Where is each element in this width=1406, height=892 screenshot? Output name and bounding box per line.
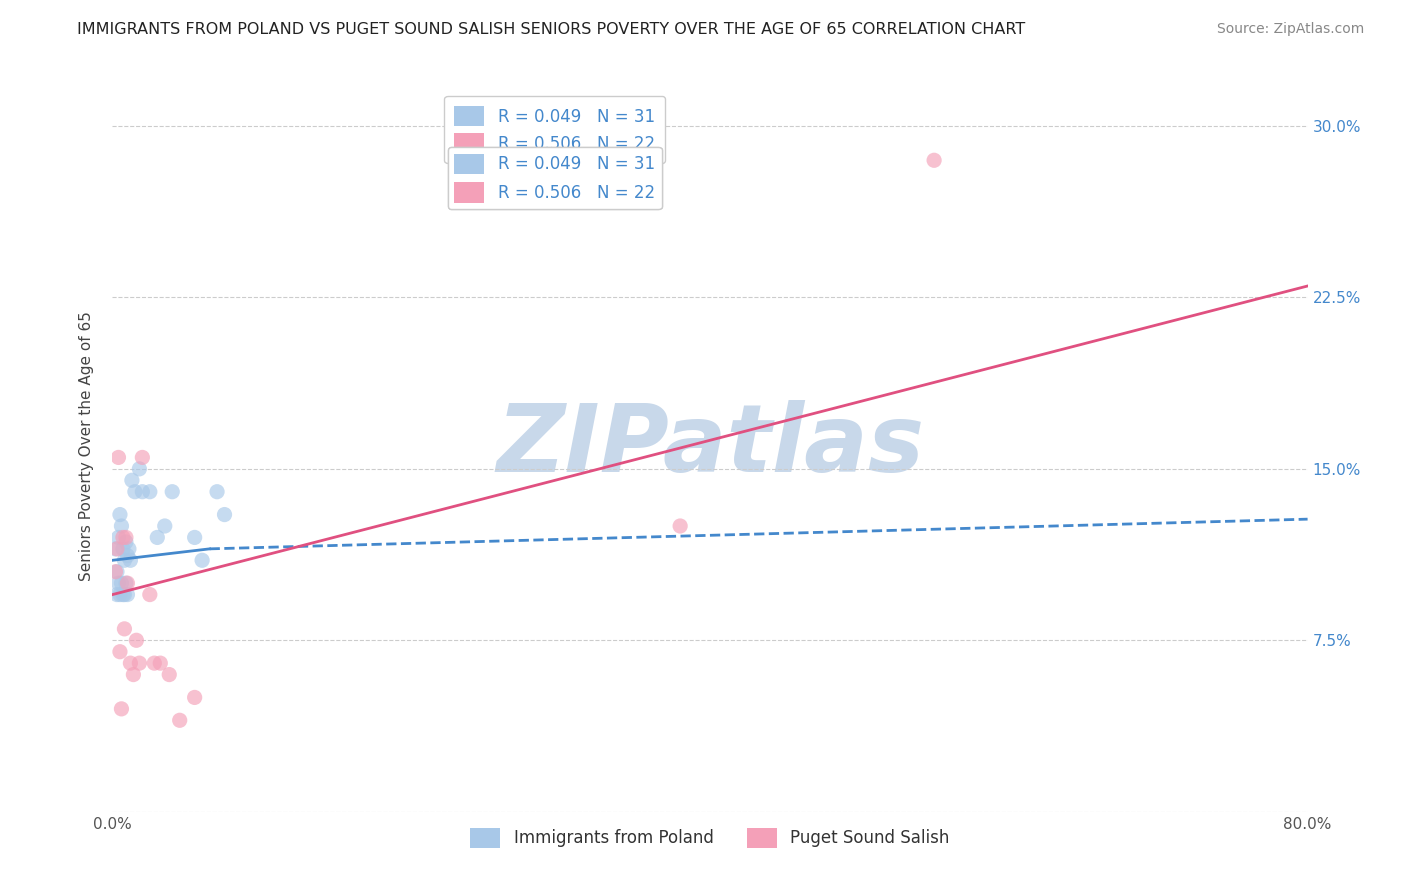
Point	[131, 484, 153, 499]
Point	[153, 519, 176, 533]
Point	[214, 508, 236, 522]
Point	[117, 549, 139, 563]
Point	[169, 714, 191, 728]
Point	[117, 588, 139, 602]
Point	[669, 519, 692, 533]
Point	[111, 541, 134, 556]
Point	[124, 484, 146, 499]
Point	[183, 690, 205, 705]
Point	[131, 450, 153, 465]
Point	[191, 553, 214, 567]
Point	[111, 530, 134, 544]
Point	[108, 508, 131, 522]
Point	[139, 484, 162, 499]
Point	[122, 667, 145, 681]
Legend: Immigrants from Poland, Puget Sound Salish: Immigrants from Poland, Puget Sound Sali…	[464, 821, 956, 855]
Point	[114, 553, 135, 567]
Point	[111, 588, 134, 602]
Point	[110, 702, 132, 716]
Point	[115, 535, 138, 549]
Point	[205, 484, 228, 499]
Point	[114, 588, 135, 602]
Point	[139, 588, 162, 602]
Point	[110, 576, 132, 591]
Point	[105, 541, 128, 556]
Point	[183, 530, 205, 544]
Point	[115, 530, 138, 544]
Point	[110, 519, 132, 533]
Point	[162, 484, 183, 499]
Point	[128, 462, 150, 476]
Point	[108, 588, 131, 602]
Text: Source: ZipAtlas.com: Source: ZipAtlas.com	[1216, 22, 1364, 37]
Point	[105, 588, 128, 602]
Point	[115, 576, 138, 591]
Point	[922, 153, 945, 168]
Y-axis label: Seniors Poverty Over the Age of 65: Seniors Poverty Over the Age of 65	[79, 311, 94, 581]
Point	[121, 473, 143, 487]
Text: IMMIGRANTS FROM POLAND VS PUGET SOUND SALISH SENIORS POVERTY OVER THE AGE OF 65 : IMMIGRANTS FROM POLAND VS PUGET SOUND SA…	[77, 22, 1025, 37]
Point	[120, 553, 142, 567]
Point	[157, 667, 180, 681]
Point	[125, 633, 148, 648]
Point	[149, 656, 172, 670]
Point	[104, 541, 127, 556]
Point	[108, 645, 131, 659]
Point	[146, 530, 169, 544]
Point	[107, 530, 129, 544]
Point	[143, 656, 166, 670]
Point	[104, 565, 127, 579]
Text: ZIPatlas: ZIPatlas	[496, 400, 924, 492]
Point	[105, 565, 128, 579]
Point	[118, 541, 141, 556]
Point	[107, 450, 129, 465]
Point	[107, 576, 129, 591]
Legend: R = 0.049   N = 31, R = 0.506   N = 22: R = 0.049 N = 31, R = 0.506 N = 22	[447, 147, 662, 210]
Point	[117, 576, 139, 591]
Point	[114, 622, 135, 636]
Point	[128, 656, 150, 670]
Point	[120, 656, 142, 670]
